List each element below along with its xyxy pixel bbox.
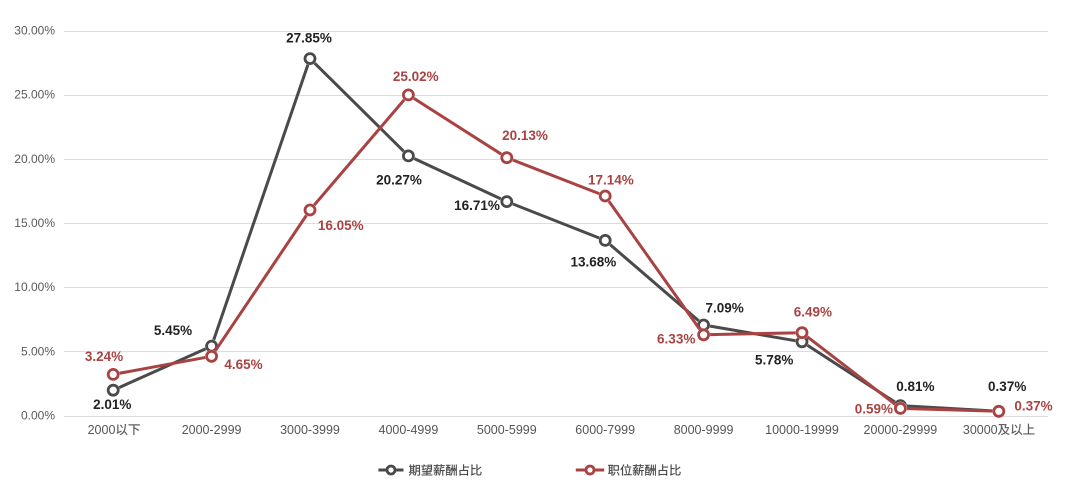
svg-text:5.78%: 5.78% xyxy=(755,353,793,368)
svg-text:0.59%: 0.59% xyxy=(855,402,893,417)
svg-text:20.27%: 20.27% xyxy=(376,172,422,187)
svg-text:6.33%: 6.33% xyxy=(657,332,695,347)
svg-text:2.01%: 2.01% xyxy=(93,397,131,412)
svg-text:15.00%: 15.00% xyxy=(14,216,55,230)
svg-text:27.85%: 27.85% xyxy=(286,30,332,45)
svg-text:4000-4999: 4000-4999 xyxy=(379,423,439,437)
svg-text:10.00%: 10.00% xyxy=(14,280,55,294)
svg-text:0.37%: 0.37% xyxy=(988,379,1026,394)
svg-text:30.00%: 30.00% xyxy=(14,24,55,38)
svg-text:6000-7999: 6000-7999 xyxy=(575,423,635,437)
svg-text:20000-29999: 20000-29999 xyxy=(864,423,938,437)
svg-text:5000-5999: 5000-5999 xyxy=(477,423,537,437)
svg-text:0.81%: 0.81% xyxy=(896,379,934,394)
svg-text:25.00%: 25.00% xyxy=(14,88,55,102)
svg-text:8000-9999: 8000-9999 xyxy=(674,423,734,437)
svg-text:16.05%: 16.05% xyxy=(318,218,364,233)
svg-text:30000: 30000 xyxy=(963,423,998,437)
svg-text:10000-19999: 10000-19999 xyxy=(765,423,839,437)
svg-text:16.71%: 16.71% xyxy=(454,198,500,213)
svg-text:20.00%: 20.00% xyxy=(14,152,55,166)
svg-text:7.09%: 7.09% xyxy=(705,301,743,316)
svg-text:5.45%: 5.45% xyxy=(154,323,192,338)
svg-text:25.02%: 25.02% xyxy=(393,69,439,84)
svg-text:17.14%: 17.14% xyxy=(588,172,634,187)
svg-text:3000-3999: 3000-3999 xyxy=(280,423,340,437)
svg-text:0.00%: 0.00% xyxy=(21,409,55,423)
svg-text:4.65%: 4.65% xyxy=(224,357,262,372)
svg-text:2000: 2000 xyxy=(88,423,116,437)
svg-text:5.00%: 5.00% xyxy=(21,344,55,358)
svg-text:0.37%: 0.37% xyxy=(1014,398,1052,413)
svg-text:2000-2999: 2000-2999 xyxy=(182,423,242,437)
svg-text:20.13%: 20.13% xyxy=(502,128,548,143)
svg-text:13.68%: 13.68% xyxy=(571,254,617,269)
svg-text:3.24%: 3.24% xyxy=(85,349,123,364)
svg-text:6.49%: 6.49% xyxy=(794,304,832,319)
